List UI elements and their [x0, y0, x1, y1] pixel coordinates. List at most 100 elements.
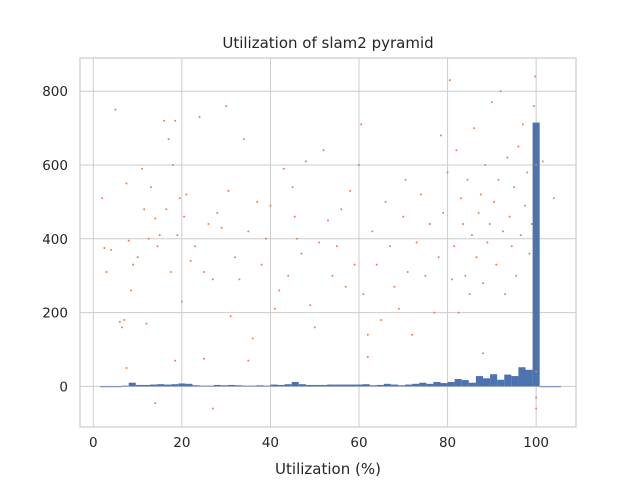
histogram-bar	[142, 384, 150, 387]
scatter-point	[411, 333, 414, 336]
scatter-point	[225, 104, 228, 107]
scatter-point	[227, 189, 230, 192]
y-tick-label: 400	[42, 232, 68, 248]
scatter-point	[439, 134, 442, 137]
histogram-bar	[291, 381, 299, 387]
histogram-bar	[341, 384, 349, 387]
scatter-point	[513, 186, 515, 189]
histogram-bar	[397, 385, 406, 387]
scatter-point	[384, 200, 387, 203]
scatter-point	[234, 256, 236, 259]
scatter-point	[486, 241, 489, 244]
scatter-point	[497, 178, 500, 181]
scatter-point	[105, 271, 108, 274]
scatter-point	[129, 289, 132, 292]
histogram-bar	[348, 384, 356, 387]
scatter-point	[207, 223, 210, 226]
scatter-point	[475, 256, 478, 259]
scatter-point	[380, 318, 383, 321]
scatter-point	[524, 204, 527, 207]
histogram-bar	[213, 384, 221, 387]
scatter-point	[366, 333, 369, 336]
scatter-point	[335, 245, 338, 248]
scatter-point	[127, 239, 130, 242]
scatter-point	[501, 230, 504, 233]
scatter-point	[318, 241, 321, 244]
scatter-point	[309, 304, 312, 307]
scatter-point	[176, 234, 179, 237]
scatter-point	[123, 318, 126, 321]
scatter-point	[459, 197, 462, 200]
scatter-point	[473, 127, 476, 130]
histogram-bar	[256, 385, 264, 387]
scatter-point	[477, 211, 480, 214]
x-tick-label: 0	[89, 435, 98, 451]
histogram-bar	[242, 385, 250, 387]
scatter-point	[158, 234, 161, 237]
scatter-point	[180, 300, 183, 303]
histogram-bar	[157, 384, 165, 387]
histogram-bar	[525, 369, 533, 387]
histogram-bar	[171, 384, 179, 387]
histogram-bar	[206, 385, 214, 387]
histogram-bar	[405, 384, 413, 387]
histogram-bar	[539, 386, 547, 388]
scatter-point	[256, 200, 259, 203]
scatter-point	[282, 167, 285, 170]
scatter-point	[203, 357, 205, 360]
scatter-point	[534, 75, 537, 78]
scatter-point	[147, 237, 150, 240]
histogram-bar	[249, 385, 257, 387]
histogram-bar	[433, 381, 441, 387]
scatter-point	[535, 164, 538, 167]
scatter-point	[251, 337, 254, 340]
scatter-point	[488, 223, 491, 226]
plot-frame	[79, 57, 577, 428]
scatter-point	[273, 307, 276, 310]
histogram-bar	[334, 384, 342, 387]
scatter-point	[216, 211, 219, 214]
scatter-point	[464, 274, 467, 277]
histogram-bar	[532, 122, 540, 387]
histogram-bar	[440, 383, 448, 387]
scatter-point	[296, 237, 298, 240]
scatter-point	[287, 274, 290, 277]
histogram-bar	[263, 385, 271, 387]
scatter-point	[360, 123, 363, 126]
x-tick-label: 100	[523, 435, 549, 451]
histogram-bar	[355, 384, 363, 387]
histogram-bar	[149, 384, 158, 387]
scatter-points	[101, 75, 555, 410]
scatter-point	[453, 245, 456, 248]
scatter-point	[203, 271, 205, 274]
scatter-point	[532, 104, 535, 107]
scatter-point	[349, 189, 352, 192]
scatter-point	[163, 119, 166, 122]
histogram-bar	[369, 385, 377, 387]
y-tick-labels: 0 200 400 600 800	[42, 84, 68, 395]
histogram-bar	[412, 383, 420, 387]
scatter-point	[141, 167, 143, 170]
scatter-point	[165, 208, 168, 211]
scatter-point	[145, 322, 148, 325]
scatter-point	[526, 171, 529, 174]
scatter-point	[506, 156, 509, 159]
histogram-bar	[447, 381, 455, 387]
x-axis-label: Utilization (%)	[275, 460, 381, 478]
scatter-point	[331, 274, 334, 277]
scatter-point	[313, 326, 316, 329]
histogram-bar	[468, 382, 476, 387]
histogram-bar	[546, 386, 554, 388]
histogram-bars	[100, 122, 561, 388]
scatter-point	[211, 407, 214, 410]
histogram-bar	[504, 374, 512, 387]
histogram-bar	[454, 379, 462, 387]
histogram-bar	[390, 384, 398, 387]
scatter-point	[229, 315, 232, 318]
y-tick-label: 200	[42, 306, 68, 322]
scatter-point	[322, 149, 325, 152]
scatter-point	[495, 263, 498, 266]
scatter-point	[118, 320, 121, 323]
scatter-point	[437, 256, 440, 259]
